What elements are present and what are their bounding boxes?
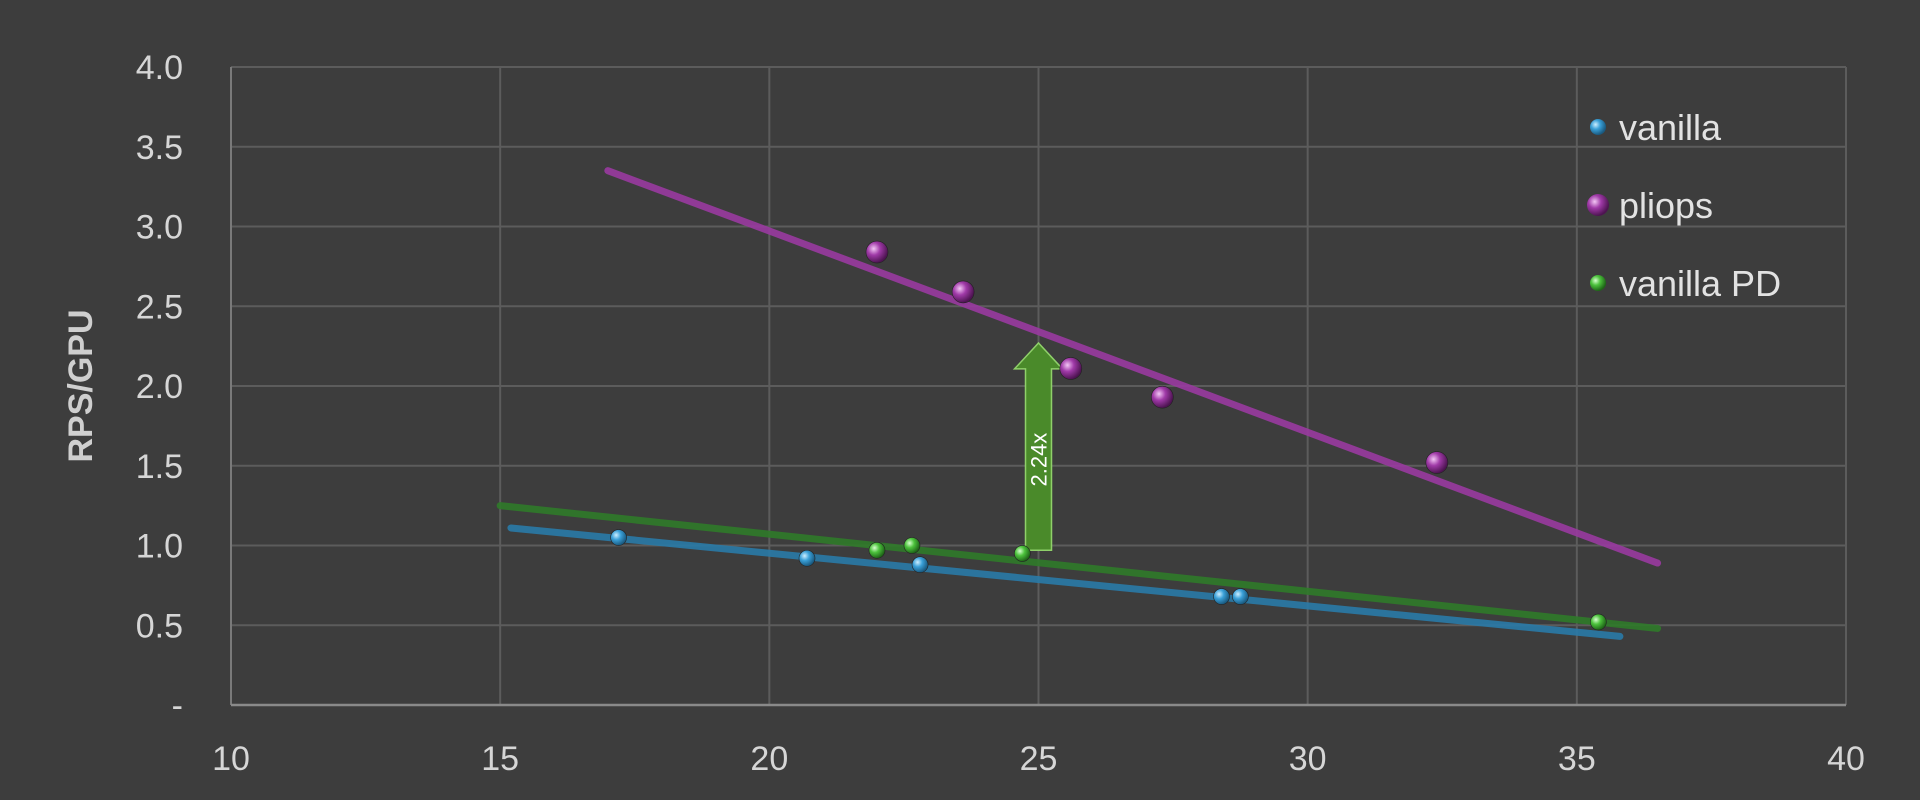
y-tick-label: 1.0 <box>136 528 183 566</box>
legend: vanilla pliops vanilla PD <box>1587 107 1781 304</box>
trendlines <box>496 167 1662 640</box>
y-tick-label: 0.5 <box>136 607 183 645</box>
data-point-vanilla <box>610 529 627 546</box>
y-tick-label: 4.0 <box>136 49 183 87</box>
data-point-vanilla <box>911 556 929 573</box>
legend-marker-vanilla-pd <box>1590 275 1606 291</box>
data-point-pliops <box>865 240 889 264</box>
x-tick-label: 15 <box>481 740 519 778</box>
grid-lines <box>231 66 1847 705</box>
x-tick-label: 35 <box>1558 740 1596 778</box>
x-tick-label: 20 <box>750 740 788 778</box>
trendline-vanilla <box>507 524 1624 640</box>
annotation-label: 2.24x <box>1027 433 1052 487</box>
x-tick-label: 10 <box>212 740 250 778</box>
legend-label: vanilla PD <box>1619 263 1781 304</box>
x-tick-label: 40 <box>1827 740 1865 778</box>
legend-marker-vanilla <box>1590 119 1606 135</box>
x-tick-label: 25 <box>1020 740 1058 778</box>
y-tick-label: 1.5 <box>136 448 183 486</box>
annotation-arrow: 2.24x <box>1012 341 1065 552</box>
data-point-vanilla <box>798 549 816 567</box>
legend-label: pliops <box>1619 185 1713 226</box>
y-tick-label: 2.5 <box>136 288 183 326</box>
data-point-vanilla-pd <box>1590 613 1607 631</box>
y-tick-label: 3.0 <box>136 209 183 247</box>
data-point-pliops <box>1425 451 1449 474</box>
data-point-pliops <box>1059 357 1083 380</box>
data-point-vanilla-pd <box>903 537 921 554</box>
trendline-pliops <box>604 167 1662 567</box>
data-point-vanilla <box>1232 588 1249 605</box>
x-tick-label: 30 <box>1289 740 1327 778</box>
annotation-arrow-shape <box>1012 341 1065 552</box>
legend-marker-pliops <box>1587 194 1609 216</box>
data-point-vanilla-pd <box>1014 545 1031 562</box>
trendline-vanilla-pd <box>496 502 1662 632</box>
y-tick-label: - <box>172 687 183 725</box>
data-point-pliops <box>951 280 975 304</box>
y-tick-label: 2.0 <box>136 368 183 406</box>
data-point-pliops <box>1151 385 1174 409</box>
data-point-vanilla-pd <box>868 541 886 559</box>
axes: - 0.5 1.0 1.5 2.0 2.5 3.0 3.5 4.0 10 15 20 25 30 35 40 R… <box>62 49 1865 778</box>
y-axis-title: RPS/GPU <box>62 309 100 462</box>
y-tick-label: 3.5 <box>136 129 183 167</box>
data-points <box>610 240 1607 631</box>
data-point-vanilla <box>1213 588 1230 605</box>
legend-label: vanilla <box>1619 107 1722 148</box>
